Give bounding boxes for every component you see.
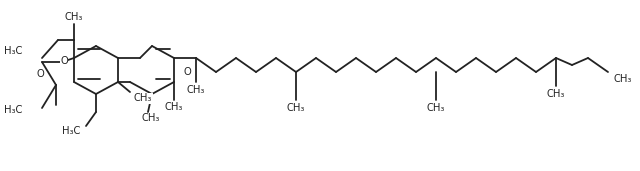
Text: O: O — [36, 69, 44, 79]
Text: H₃C: H₃C — [4, 105, 22, 115]
Text: H₃C: H₃C — [61, 126, 80, 136]
Text: CH₃: CH₃ — [165, 102, 183, 112]
Text: O: O — [60, 56, 68, 66]
Text: CH₃: CH₃ — [547, 89, 565, 99]
Text: CH₃: CH₃ — [287, 103, 305, 113]
Text: CH₃: CH₃ — [427, 103, 445, 113]
Text: CH₃: CH₃ — [134, 93, 152, 103]
Text: O: O — [183, 67, 191, 77]
Text: CH₃: CH₃ — [187, 85, 205, 95]
Text: CH₃: CH₃ — [142, 113, 161, 123]
Text: H₃C: H₃C — [4, 46, 22, 56]
Text: CH₃: CH₃ — [65, 12, 83, 22]
Text: CH₃: CH₃ — [614, 74, 632, 84]
